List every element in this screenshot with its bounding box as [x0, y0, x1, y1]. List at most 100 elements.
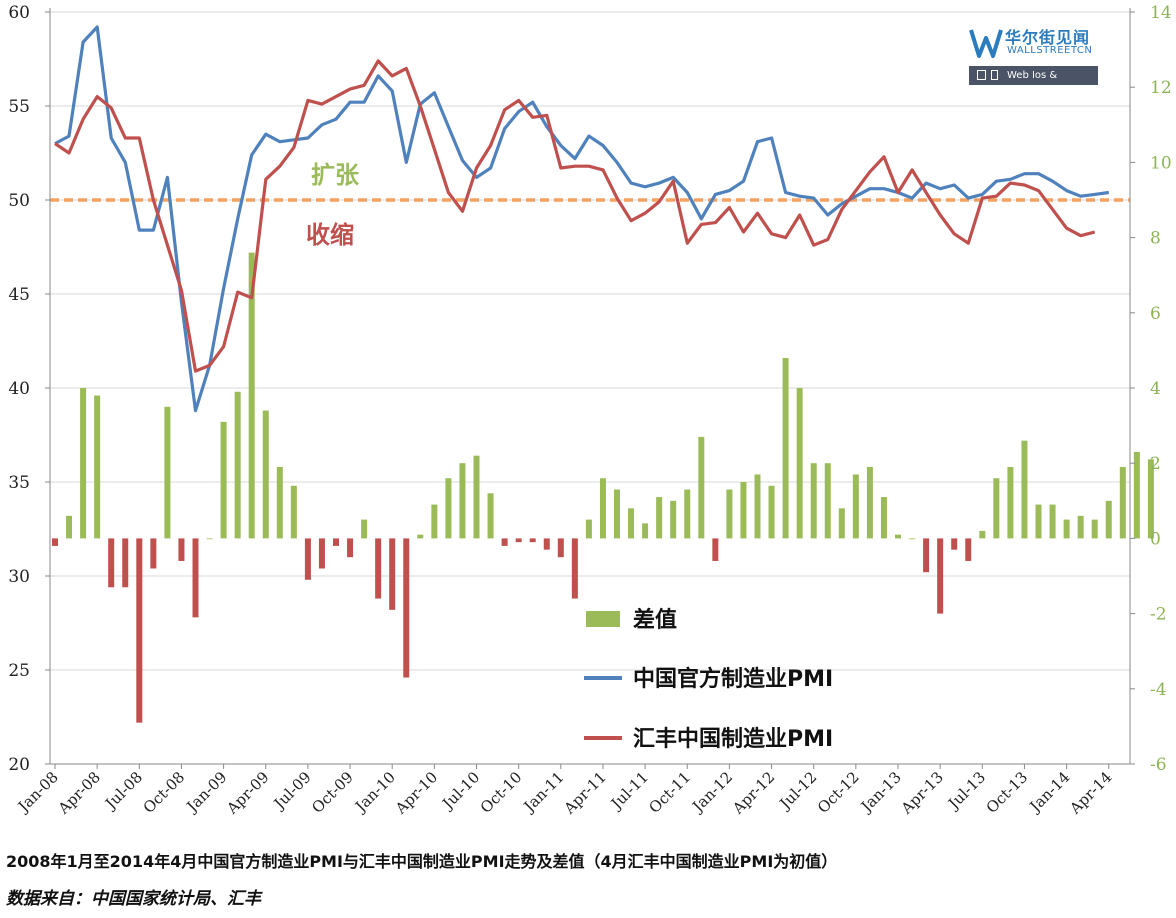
difference-bar: [810, 463, 817, 539]
difference-bar: [389, 538, 396, 610]
difference-bar: [333, 538, 339, 546]
difference-bar: [726, 489, 733, 539]
x-tick-label: Oct-08: [140, 768, 189, 817]
x-tick-label: Jul-08: [100, 768, 146, 814]
difference-bar: [80, 388, 87, 539]
x-tick-label: Oct-13: [983, 768, 1032, 817]
gridlines: [50, 11, 1130, 765]
contraction-label: 收缩: [306, 221, 354, 249]
difference-bar: [276, 466, 283, 539]
difference-bar: [754, 474, 761, 539]
difference-bar: [220, 421, 227, 539]
phone-icon: [991, 70, 998, 80]
difference-bar: [1133, 451, 1140, 539]
data-source: 数据来自：中国国家统计局、汇丰: [6, 889, 261, 909]
x-tick-label: Jan-11: [519, 768, 568, 817]
difference-bar: [880, 497, 887, 539]
difference-bar: [628, 508, 635, 539]
difference-bar: [473, 455, 480, 539]
left-axis-ticks: 20 25 30 35 40 45 50 55 60: [8, 3, 50, 775]
difference-bar: [459, 463, 466, 539]
left-tick-label: 25: [8, 661, 30, 681]
difference-bar: [923, 538, 930, 573]
difference-bar: [642, 523, 649, 539]
right-tick-label: 8: [1150, 229, 1161, 249]
difference-bar: [614, 489, 620, 539]
x-tick-label: Jul-09: [269, 768, 315, 814]
left-tick-label: 45: [8, 285, 30, 305]
wallstreetcn-logo: 华尔街见闻 WALLSTREETCN Web Ios & Android: [969, 24, 1099, 100]
difference-bar: [909, 538, 916, 540]
difference-bar: [951, 538, 958, 550]
difference-bars: [52, 252, 1154, 723]
left-tick-label: 35: [8, 473, 30, 493]
difference-bar: [866, 466, 873, 539]
official-pmi-line: [54, 25, 1110, 413]
hsbc-pmi-line: [54, 59, 1096, 373]
legend-swatch-difference: [586, 611, 620, 627]
difference-bar: [248, 252, 255, 539]
x-tick-label: Oct-10: [477, 768, 526, 817]
logo-w-mark: [969, 29, 1003, 58]
x-tick-label: Apr-11: [560, 768, 610, 818]
difference-bar: [431, 504, 438, 539]
difference-bar: [698, 436, 705, 539]
x-tick-label: Oct-09: [308, 768, 357, 817]
difference-bar: [1007, 466, 1014, 539]
left-tick-label: 20: [8, 755, 30, 775]
x-tick-label: Jan-13: [856, 768, 905, 817]
difference-bar: [487, 493, 494, 539]
left-tick-label: 60: [8, 3, 30, 23]
x-tick-label: Jul-10: [438, 768, 484, 814]
x-tick-label: Oct-12: [814, 768, 863, 817]
left-tick-label: 55: [8, 97, 30, 117]
difference-bar: [1091, 519, 1098, 539]
difference-bar: [1105, 500, 1112, 539]
right-tick-label: 4: [1150, 379, 1161, 399]
difference-bar: [937, 538, 944, 614]
right-tick-label: -6: [1150, 755, 1167, 775]
right-tick-label: 2: [1150, 454, 1161, 474]
difference-bar: [796, 388, 803, 539]
difference-bar: [740, 482, 747, 539]
x-axis-ticks: Jan-08Apr-08Jul-08Oct-08Jan-09Apr-09Jul-…: [13, 764, 1116, 818]
difference-bar: [108, 538, 115, 588]
x-tick-label: Jul-12: [775, 768, 821, 814]
right-tick-label: 10: [1150, 153, 1172, 173]
difference-bar: [361, 519, 368, 539]
right-tick-label: 0: [1150, 529, 1161, 549]
legend: 差值 中国官方制造业PMI 汇丰中国制造业PMI: [584, 607, 833, 752]
difference-bar: [206, 538, 213, 540]
difference-bar: [1049, 504, 1056, 539]
x-tick-label: Jan-10: [350, 768, 399, 817]
right-axis-ticks: -6 -4 -2 0 2 4 6 8 10 12 14: [1130, 3, 1172, 775]
difference-bar: [1147, 459, 1154, 539]
difference-bar: [164, 406, 171, 539]
x-tick-label: Jul-11: [606, 768, 652, 814]
difference-bar: [445, 478, 452, 539]
legend-label-difference: 差值: [633, 607, 677, 633]
x-tick-label: Jul-13: [943, 768, 989, 814]
logo-name-en: WALLSTREETCN: [1007, 45, 1093, 56]
difference-bar: [122, 538, 129, 588]
x-tick-label: Apr-10: [391, 768, 441, 818]
difference-bar: [571, 538, 578, 599]
difference-bar: [852, 474, 859, 539]
difference-bar: [543, 538, 550, 550]
difference-bar: [824, 463, 831, 539]
difference-bar: [1077, 515, 1084, 539]
difference-bar: [979, 530, 986, 539]
difference-bar: [585, 519, 592, 539]
difference-bar: [262, 410, 269, 539]
difference-bar: [290, 485, 297, 539]
difference-bar: [684, 489, 691, 539]
difference-bar: [557, 538, 564, 558]
x-tick-label: Apr-12: [728, 768, 778, 818]
monitor-icon: [977, 70, 986, 80]
right-tick-label: 12: [1150, 78, 1172, 98]
difference-bar: [375, 538, 382, 599]
legend-label-hsbc: 汇丰中国制造业PMI: [633, 727, 833, 752]
left-tick-label: 30: [8, 567, 30, 587]
difference-bar: [234, 391, 241, 539]
logo-name-cn: 华尔街见闻: [1005, 28, 1091, 47]
